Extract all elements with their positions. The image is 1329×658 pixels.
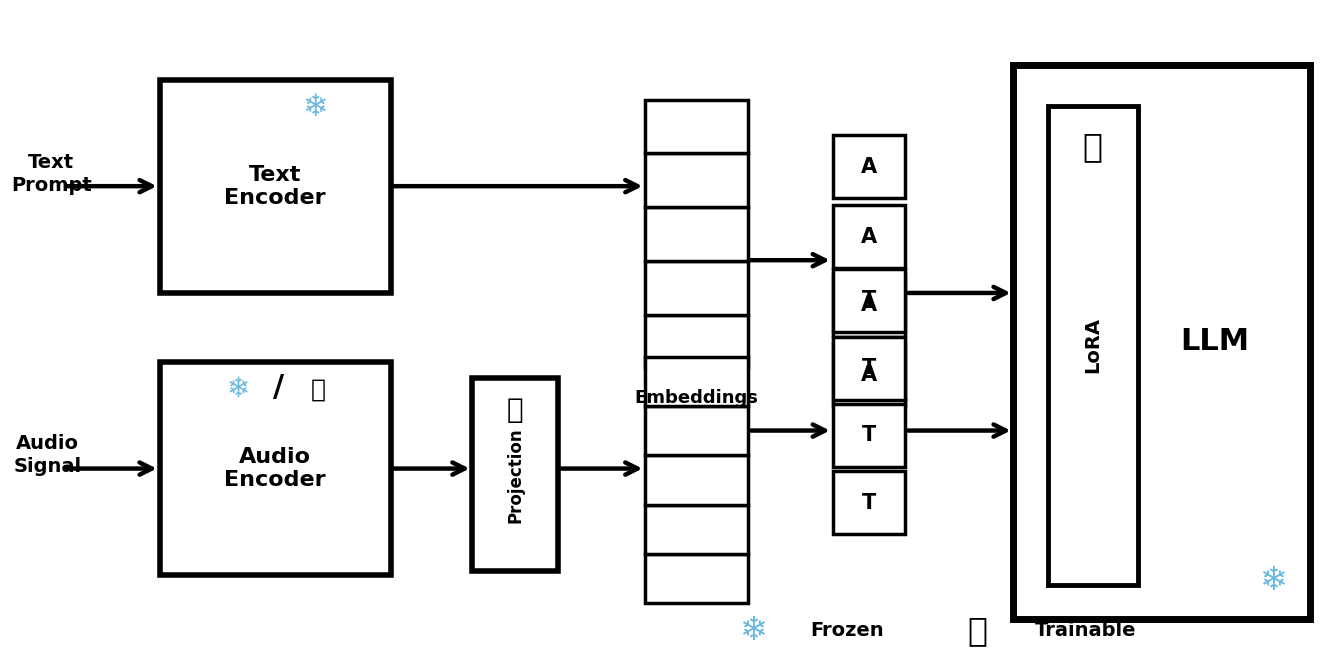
FancyBboxPatch shape	[833, 135, 905, 198]
FancyBboxPatch shape	[159, 80, 391, 293]
Text: T: T	[861, 493, 876, 513]
FancyBboxPatch shape	[646, 357, 748, 407]
FancyBboxPatch shape	[833, 471, 905, 534]
Text: T: T	[861, 425, 876, 445]
FancyBboxPatch shape	[833, 404, 905, 467]
FancyBboxPatch shape	[646, 207, 748, 261]
FancyBboxPatch shape	[159, 362, 391, 574]
Text: A: A	[861, 365, 877, 385]
FancyBboxPatch shape	[646, 315, 748, 368]
Text: Frozen: Frozen	[811, 621, 884, 640]
FancyBboxPatch shape	[833, 205, 905, 268]
Text: Embeddings: Embeddings	[635, 390, 759, 407]
Text: A: A	[861, 157, 877, 176]
Text: ❄: ❄	[226, 375, 250, 403]
Text: ❄: ❄	[1260, 564, 1288, 597]
Text: T: T	[861, 359, 876, 378]
FancyBboxPatch shape	[646, 455, 748, 505]
FancyBboxPatch shape	[1047, 106, 1138, 584]
Text: Audio: Audio	[16, 434, 78, 453]
Text: Tokens: Tokens	[840, 390, 909, 407]
Text: 🔥: 🔥	[968, 614, 987, 647]
FancyBboxPatch shape	[646, 261, 748, 315]
FancyBboxPatch shape	[646, 554, 748, 603]
Text: Projection: Projection	[506, 427, 524, 522]
FancyBboxPatch shape	[646, 407, 748, 455]
FancyBboxPatch shape	[833, 343, 905, 407]
Text: LoRA: LoRA	[1083, 317, 1102, 373]
Text: T: T	[861, 290, 876, 310]
FancyBboxPatch shape	[646, 505, 748, 554]
Text: 🔥: 🔥	[506, 395, 524, 424]
Text: Signal: Signal	[13, 457, 81, 476]
Text: 🔥: 🔥	[1083, 130, 1103, 163]
FancyBboxPatch shape	[1014, 65, 1310, 619]
FancyBboxPatch shape	[646, 153, 748, 207]
FancyBboxPatch shape	[646, 99, 748, 153]
Text: /: /	[274, 374, 284, 403]
FancyBboxPatch shape	[833, 268, 905, 332]
Text: Text
Encoder: Text Encoder	[225, 165, 326, 208]
Text: Audio
Encoder: Audio Encoder	[225, 447, 326, 490]
Text: Trainable: Trainable	[1034, 621, 1136, 640]
Text: Prompt: Prompt	[11, 176, 92, 195]
FancyBboxPatch shape	[833, 274, 905, 337]
FancyBboxPatch shape	[472, 378, 558, 571]
FancyBboxPatch shape	[833, 337, 905, 400]
Text: LLM: LLM	[1180, 327, 1249, 356]
Text: ❄: ❄	[739, 614, 767, 647]
Text: ❄: ❄	[302, 93, 327, 122]
Text: A: A	[861, 226, 877, 247]
Text: A: A	[861, 295, 877, 315]
Text: Text: Text	[28, 153, 74, 172]
Text: 🔥: 🔥	[311, 377, 326, 401]
